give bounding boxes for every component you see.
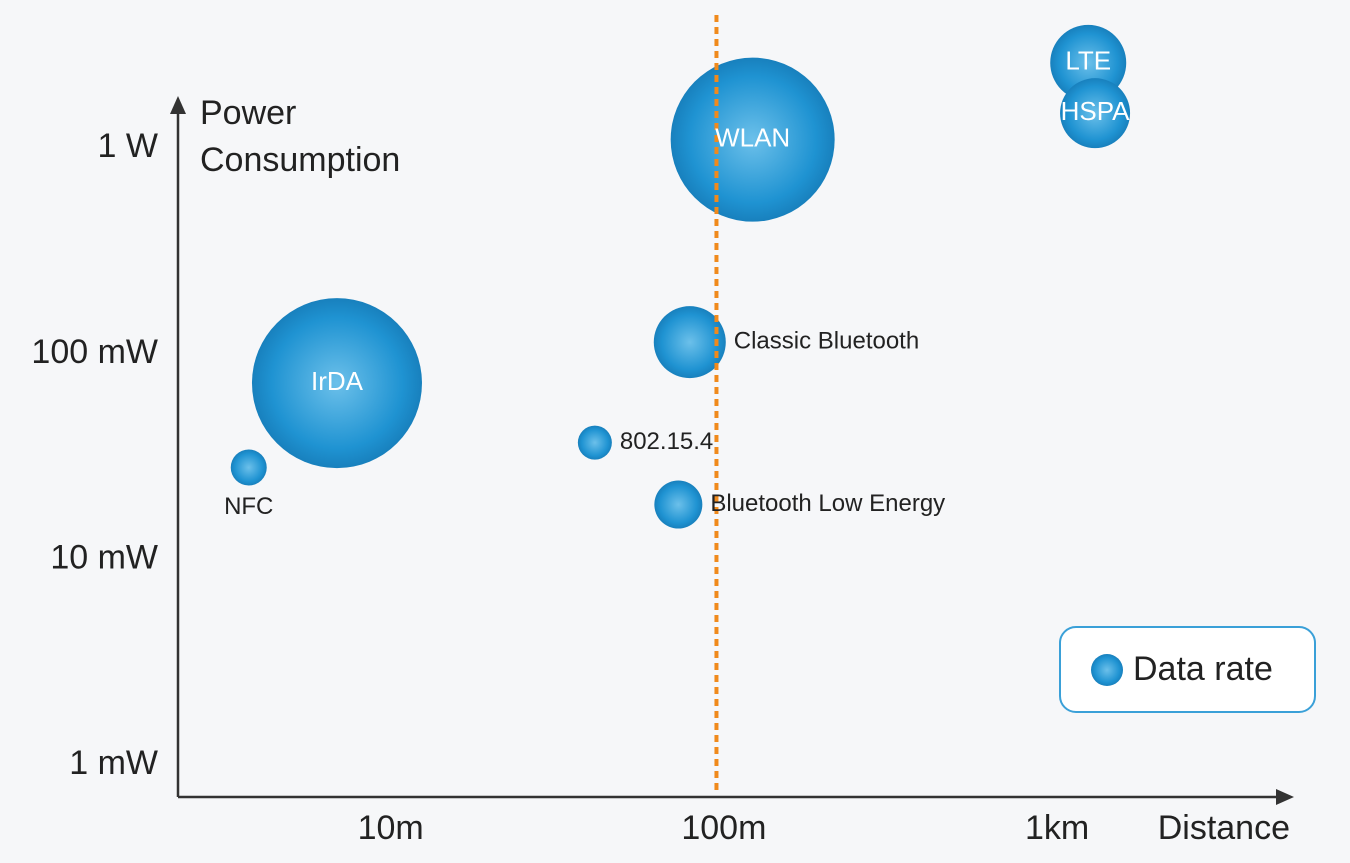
x-tick-label: 10m: [358, 809, 424, 847]
legend-box: [1059, 626, 1316, 713]
legend-label: Data rate: [1133, 650, 1273, 688]
y-axis-arrow: [170, 96, 186, 114]
bubble-label: 802.15.4: [620, 428, 713, 455]
legend-marker: [1091, 654, 1123, 686]
bubble: [1060, 78, 1131, 149]
bubble: [654, 480, 703, 529]
y-tick-label: 1 mW: [69, 744, 158, 782]
bubble: [670, 57, 835, 222]
bubble-label: NFC: [224, 493, 273, 520]
x-axis-label: Distance: [1158, 809, 1290, 847]
x-tick-label: 1km: [1025, 809, 1089, 847]
y-tick-label: 10 mW: [50, 538, 158, 576]
y-tick-label: 1 W: [98, 127, 158, 165]
bubble-label: WLAN: [715, 123, 790, 153]
bubble: [653, 306, 726, 379]
bubble-label: IrDA: [311, 366, 364, 396]
y-tick-label: 100 mW: [31, 333, 158, 371]
x-tick-label: 100m: [681, 809, 766, 847]
bubble: [230, 449, 267, 486]
bubble-label: HSPA: [1061, 96, 1131, 126]
bubble: [577, 425, 612, 460]
x-axis-arrow: [1276, 789, 1294, 805]
y-axis-label: Power: [200, 94, 296, 132]
bubble-label: Classic Bluetooth: [734, 327, 919, 354]
y-axis-label: Consumption: [200, 141, 400, 179]
bubble-label: LTE: [1065, 46, 1111, 76]
bubble-label: Bluetooth Low Energy: [710, 490, 945, 517]
bubble: [251, 298, 422, 469]
